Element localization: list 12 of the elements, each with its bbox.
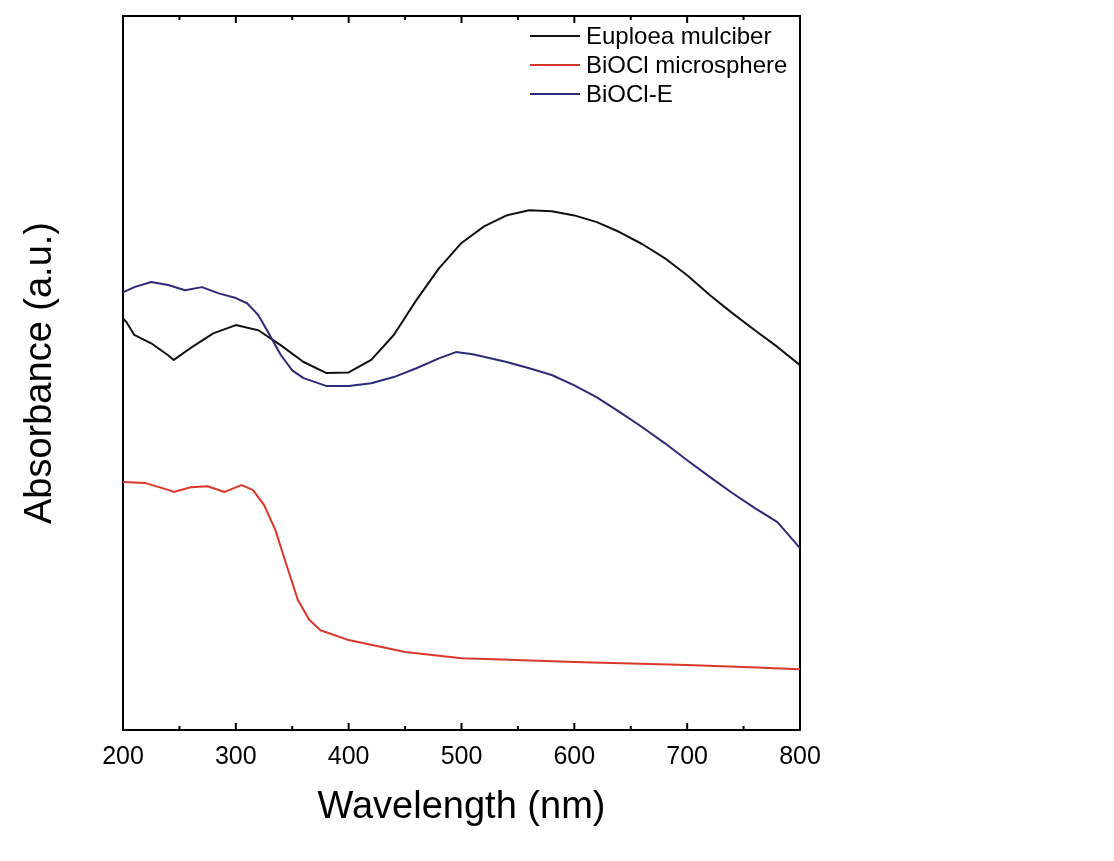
x-tick-label: 500 bbox=[440, 741, 483, 769]
x-axis-title: Wavelength (nm) bbox=[317, 784, 606, 826]
y-axis-title: Absorbance (a.u.) bbox=[17, 221, 59, 525]
x-tick-label: 600 bbox=[553, 741, 596, 769]
legend-label: BiOCl microsphere bbox=[586, 51, 788, 78]
legend-label: Euploea mulciber bbox=[586, 22, 772, 49]
legend-label: BiOCl-E bbox=[586, 80, 673, 107]
x-tick-label: 300 bbox=[214, 741, 257, 769]
x-tick-label: 400 bbox=[327, 741, 370, 769]
x-tick-label: 800 bbox=[779, 741, 821, 769]
x-tick-label: 700 bbox=[666, 741, 709, 769]
x-tick-label: 200 bbox=[102, 741, 144, 769]
